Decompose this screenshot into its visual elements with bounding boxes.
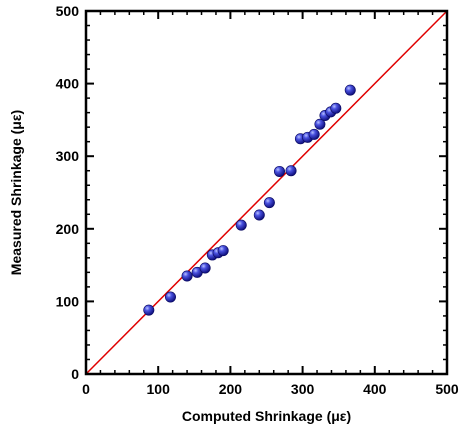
y-tick-label: 0	[71, 366, 79, 382]
y-tick-label: 100	[56, 293, 80, 309]
x-tick-label: 100	[147, 381, 171, 397]
data-point	[143, 304, 155, 316]
plot-frame	[84, 9, 449, 376]
x-tick-label: 300	[291, 381, 315, 397]
x-axis-title: Computed Shrinkage (με)	[182, 408, 351, 424]
data-point	[217, 245, 229, 257]
data-points	[143, 84, 356, 316]
data-point	[235, 219, 247, 231]
y-tick-label: 300	[56, 148, 80, 164]
y-axis-title: Measured Shrinkage (με)	[8, 110, 24, 275]
y-tick-labels: 0 100 200 300 400 500	[56, 3, 80, 382]
data-point	[253, 209, 265, 221]
data-point	[273, 165, 285, 177]
x-tick-label: 400	[363, 381, 387, 397]
x-tick-label: 500	[435, 381, 459, 397]
data-point	[263, 197, 275, 209]
data-point	[314, 118, 326, 130]
y-tick-label: 500	[56, 3, 80, 19]
y-tick-label: 200	[56, 221, 80, 237]
x-tick-label: 0	[82, 381, 90, 397]
y-tick-label: 400	[56, 76, 80, 92]
data-point	[285, 165, 297, 177]
data-point	[308, 128, 320, 140]
data-point	[181, 270, 193, 282]
data-point	[164, 291, 176, 303]
data-point	[330, 102, 342, 114]
reference-line	[85, 10, 448, 375]
data-point	[199, 262, 211, 274]
x-tick-labels: 0 100 200 300 400 500	[82, 381, 459, 397]
data-point	[344, 84, 356, 96]
x-tick-label: 200	[219, 381, 243, 397]
